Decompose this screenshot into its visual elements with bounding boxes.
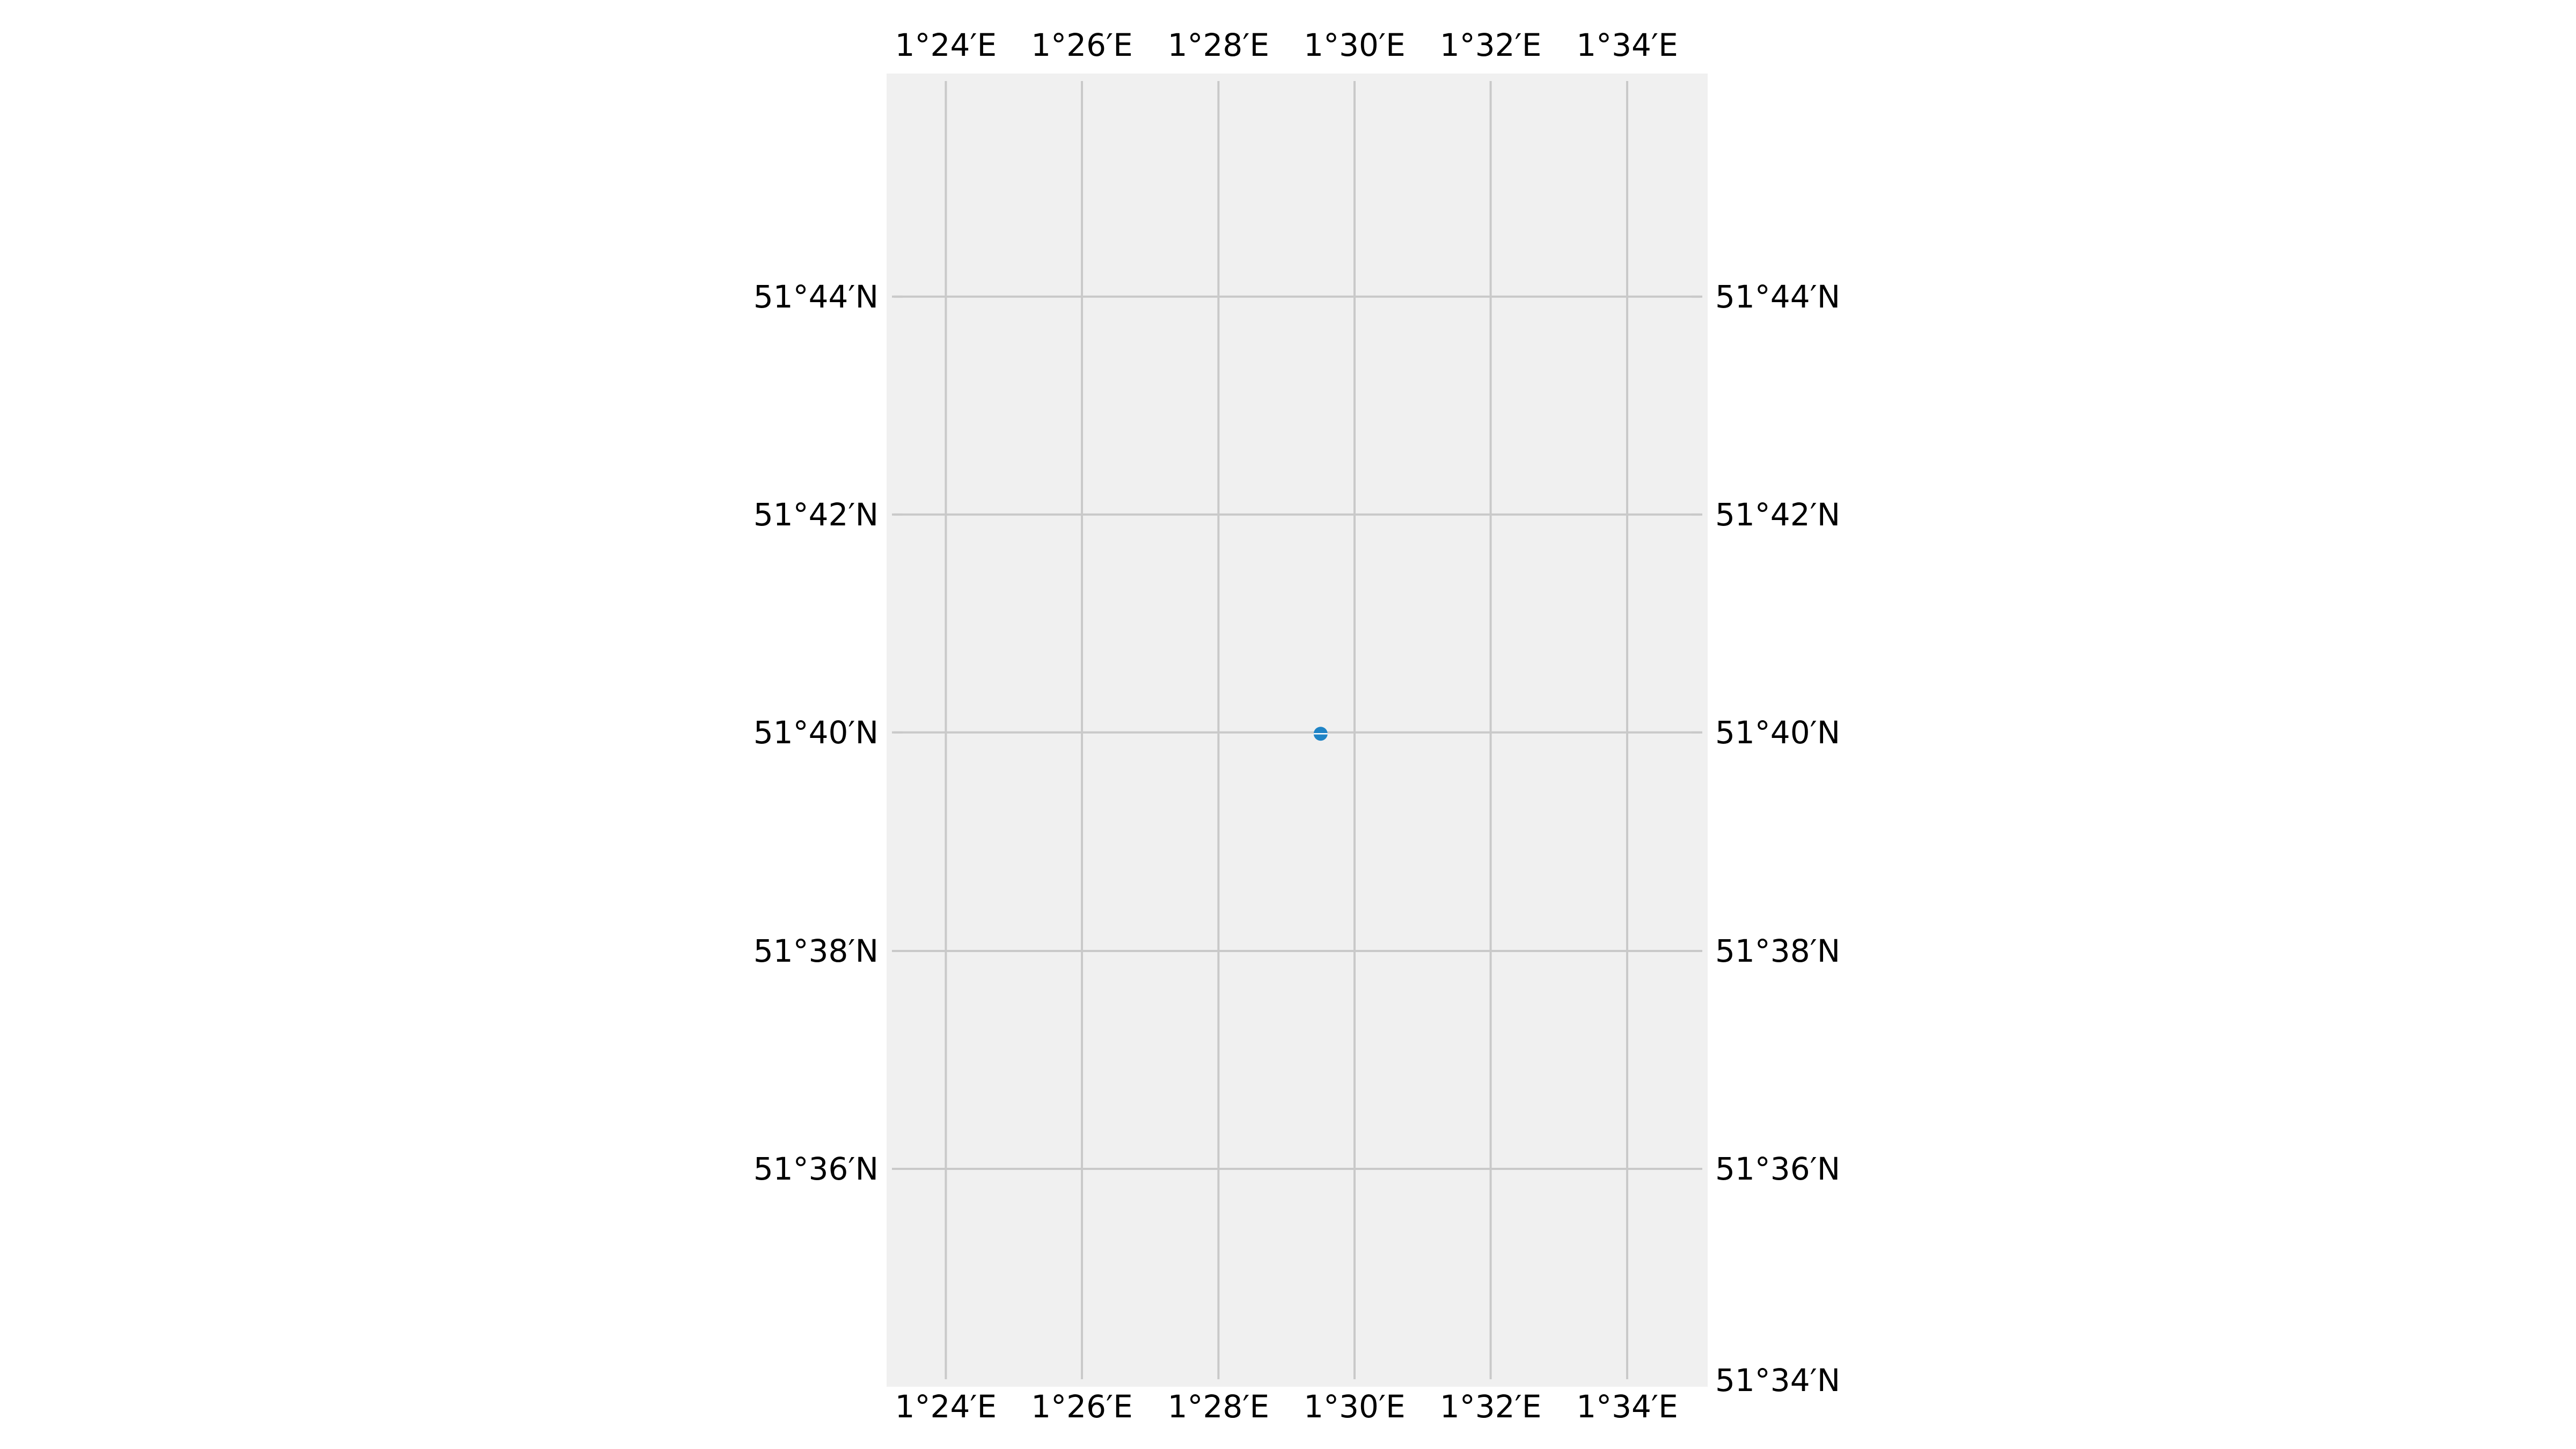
tick-labels: 1°24′E 1°24′E 1°26′E 1°26′E 1°28′E 1°28′E 1°30… (753, 27, 1840, 1425)
longitude-label-top: 1°30′E (1304, 27, 1406, 63)
longitude-label-top: 1°28′E (1168, 27, 1270, 63)
latitude-label-right: 51°40′N (1715, 714, 1840, 751)
latitude-label-right: 51°38′N (1715, 933, 1840, 969)
latitude-label-right: 51°36′N (1715, 1151, 1840, 1187)
gridlines (894, 81, 1700, 1379)
map-points (1313, 727, 1328, 741)
longitude-label-bottom: 1°34′E (1576, 1388, 1678, 1425)
latitude-label-left: 51°36′N (753, 1151, 879, 1187)
tick-marks (892, 295, 1702, 1170)
longitude-label-top: 1°24′E (895, 27, 997, 63)
longitude-label-top: 1°26′E (1031, 27, 1133, 63)
map-background (887, 74, 1708, 1387)
longitude-label-bottom: 1°26′E (1031, 1388, 1133, 1425)
longitude-label-bottom: 1°24′E (895, 1388, 997, 1425)
latitude-label-left: 51°40′N (753, 714, 879, 751)
longitude-label-bottom: 1°28′E (1168, 1388, 1270, 1425)
longitude-label-top: 1°34′E (1576, 27, 1678, 63)
longitude-label-bottom: 1°32′E (1440, 1388, 1542, 1425)
latitude-label-right: 51°44′N (1715, 279, 1840, 315)
latitude-label-right-bottom: 51°34′N (1715, 1362, 1840, 1399)
latitude-label-right: 51°42′N (1715, 496, 1840, 533)
latitude-label-left: 51°42′N (753, 496, 879, 533)
latitude-label-left: 51°38′N (753, 933, 879, 969)
latitude-label-left: 51°44′N (753, 279, 879, 315)
longitude-label-top: 1°32′E (1440, 27, 1542, 63)
longitude-label-bottom: 1°30′E (1304, 1388, 1406, 1425)
